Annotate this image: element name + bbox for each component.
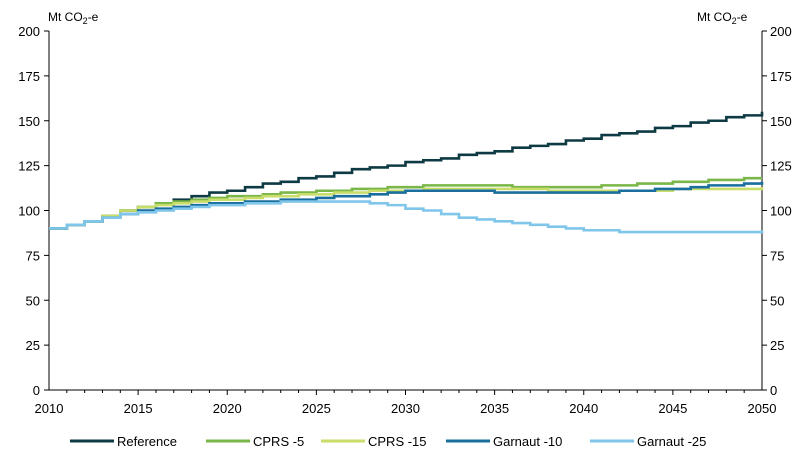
x-axis-ticks: 2010 2015 2020 2025 2030 2035 2040 2045 2050 (35, 390, 777, 416)
y-tick-label-left: 100 (18, 204, 40, 219)
x-tick-label: 2020 (213, 401, 242, 416)
series-line-garnaut-25 (49, 200, 764, 234)
x-tick-label: 2040 (569, 401, 598, 416)
unit-right-base: Mt CO (697, 10, 732, 24)
x-tick-label: 2030 (391, 401, 420, 416)
y-axis-ticks: 0 0 25 25 50 50 75 75 100 100 125 125 150 150 175 175 20… (18, 24, 791, 398)
legend-label: Garnaut -25 (637, 434, 706, 449)
y-tick-label-left: 25 (26, 338, 40, 353)
y-tick-label-right: 200 (770, 24, 792, 39)
y-tick-label-right: 25 (770, 338, 784, 353)
x-tick-label: 2045 (658, 401, 687, 416)
y-axis-unit-left: Mt CO2-e (48, 10, 99, 26)
y-tick-label-left: 75 (26, 248, 40, 263)
x-tick-label: 2015 (124, 401, 153, 416)
y-tick-label-left: 200 (18, 24, 40, 39)
plot-area: 0 0 25 25 50 50 75 75 100 100 125 125 150 150 175 175 20… (18, 24, 791, 416)
y-tick-label-left: 0 (33, 383, 40, 398)
series-line-garnaut-10 (49, 181, 764, 230)
x-tick-label: 2025 (302, 401, 331, 416)
unit-right-suffix: -e (737, 10, 748, 24)
y-tick-label-right: 100 (770, 204, 792, 219)
y-tick-label-left: 175 (18, 69, 40, 84)
series-lines (49, 111, 764, 234)
series-line-cprs-5 (49, 176, 762, 230)
y-tick-label-left: 150 (18, 114, 40, 129)
unit-left-suffix: -e (88, 10, 99, 24)
x-tick-label: 2050 (748, 401, 777, 416)
y-tick-label-right: 50 (770, 293, 784, 308)
legend: Reference CPRS -5 CPRS -15 Garnaut -10 Garna… (70, 434, 706, 449)
legend-label: CPRS -15 (368, 434, 427, 449)
x-tick-label: 2010 (35, 401, 64, 416)
y-axis-unit-right: Mt CO2-e (697, 10, 748, 26)
y-tick-label-right: 125 (770, 159, 792, 174)
unit-left-base: Mt CO (48, 10, 83, 24)
y-tick-label-left: 125 (18, 159, 40, 174)
y-tick-label-right: 150 (770, 114, 792, 129)
y-tick-label-right: 0 (770, 383, 777, 398)
y-tick-label-right: 75 (770, 248, 784, 263)
unit-left-subscript: 2 (83, 16, 88, 26)
y-tick-label-left: 50 (26, 293, 40, 308)
legend-label: Reference (117, 434, 177, 449)
x-tick-label: 2035 (480, 401, 509, 416)
unit-right-subscript: 2 (732, 16, 737, 26)
legend-label: Garnaut -10 (493, 434, 562, 449)
y-tick-label-right: 175 (770, 69, 792, 84)
legend-label: CPRS -5 (253, 434, 304, 449)
